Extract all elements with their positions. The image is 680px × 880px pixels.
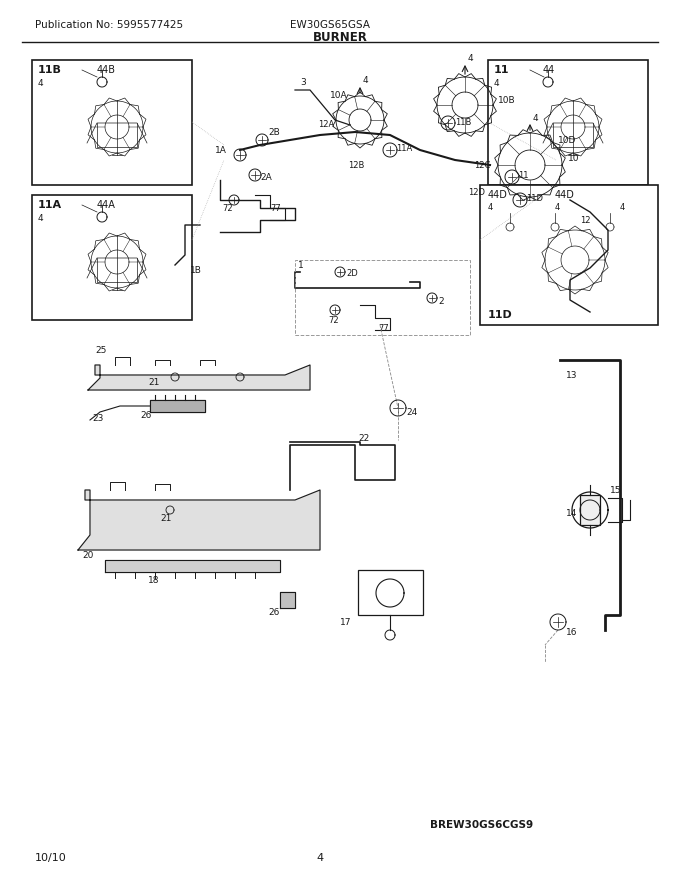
Text: 4: 4 — [468, 54, 474, 62]
Text: 11D: 11D — [526, 194, 543, 202]
Polygon shape — [150, 400, 205, 412]
Text: Publication No: 5995577425: Publication No: 5995577425 — [35, 20, 183, 30]
Bar — [358, 570, 423, 615]
Text: 23: 23 — [92, 414, 103, 422]
Text: 26: 26 — [140, 410, 152, 420]
Text: 1B: 1B — [190, 266, 202, 275]
Text: 11A: 11A — [396, 143, 412, 152]
Text: 12B: 12B — [348, 160, 364, 170]
Text: 1: 1 — [298, 260, 304, 269]
Bar — [32, 195, 192, 320]
Text: 2A: 2A — [260, 172, 272, 181]
Text: 44A: 44A — [97, 200, 116, 210]
Text: 25: 25 — [95, 346, 106, 355]
Text: 11B: 11B — [38, 65, 62, 75]
Text: 13: 13 — [566, 370, 577, 379]
Text: 3: 3 — [300, 77, 306, 86]
Text: 4: 4 — [38, 214, 44, 223]
Text: 77: 77 — [270, 203, 281, 212]
Text: 10: 10 — [568, 153, 579, 163]
Text: 18: 18 — [148, 576, 160, 584]
Polygon shape — [105, 560, 280, 572]
Text: 4: 4 — [555, 202, 560, 211]
Text: 72: 72 — [222, 203, 233, 212]
Text: 10/10: 10/10 — [35, 853, 67, 863]
Text: EW30GS65GSA: EW30GS65GSA — [290, 20, 370, 30]
Polygon shape — [78, 490, 320, 550]
Text: 16: 16 — [566, 627, 577, 636]
Text: 11: 11 — [518, 171, 528, 180]
Text: 2: 2 — [438, 297, 443, 305]
Text: 72: 72 — [328, 316, 339, 325]
Text: 44D: 44D — [488, 190, 508, 200]
Text: 26: 26 — [268, 607, 279, 617]
Text: 12D: 12D — [468, 187, 485, 196]
Text: 2B: 2B — [268, 128, 279, 136]
Text: 20: 20 — [82, 551, 93, 560]
Text: 4: 4 — [316, 853, 324, 863]
Text: BURNER: BURNER — [313, 31, 367, 43]
Text: 11: 11 — [494, 65, 509, 75]
Bar — [480, 185, 658, 325]
Bar — [295, 260, 470, 335]
Text: 77: 77 — [378, 324, 389, 333]
Text: 44B: 44B — [97, 65, 116, 75]
Text: 10B: 10B — [498, 96, 515, 105]
Text: 14: 14 — [566, 509, 577, 517]
Text: 4: 4 — [494, 78, 500, 87]
Text: 22: 22 — [358, 434, 369, 443]
Text: 44D: 44D — [555, 190, 575, 200]
Text: BREW30GS6CGS9: BREW30GS6CGS9 — [430, 820, 533, 830]
Text: 21: 21 — [148, 378, 159, 386]
Text: 4: 4 — [363, 76, 369, 84]
Text: 12C: 12C — [474, 160, 490, 170]
Text: 44: 44 — [543, 65, 556, 75]
Text: 10A: 10A — [330, 91, 347, 99]
Text: 12A: 12A — [318, 120, 335, 128]
Text: 17: 17 — [340, 618, 352, 627]
Bar — [488, 60, 648, 185]
Text: 4: 4 — [533, 114, 539, 122]
Polygon shape — [88, 365, 310, 390]
Text: 24: 24 — [406, 407, 418, 416]
Text: 11B: 11B — [455, 118, 471, 127]
Text: 10D: 10D — [558, 136, 577, 144]
Text: 12: 12 — [580, 216, 590, 224]
Text: 4: 4 — [38, 78, 44, 87]
Text: 4: 4 — [488, 202, 493, 211]
Text: 11D: 11D — [488, 310, 513, 320]
Text: 21: 21 — [160, 514, 171, 523]
Text: 11A: 11A — [38, 200, 62, 210]
Text: 2D: 2D — [346, 268, 358, 277]
Bar — [32, 60, 192, 185]
Polygon shape — [280, 592, 295, 608]
Bar — [580, 495, 600, 525]
Text: 15: 15 — [610, 486, 622, 495]
Text: 4: 4 — [620, 202, 625, 211]
Text: 1A: 1A — [215, 145, 227, 155]
